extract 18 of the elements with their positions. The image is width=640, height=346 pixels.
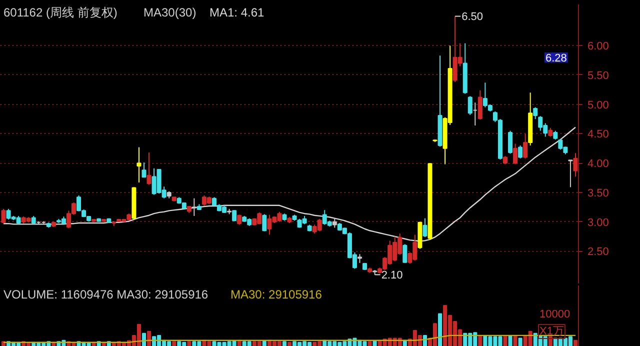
chart-subtitle: MA30(30) — [144, 6, 196, 20]
y-tick-label: 4.50 — [588, 128, 609, 141]
annotation: 6.28 — [546, 52, 567, 64]
y-tick-label: 3.50 — [588, 187, 609, 200]
y-tick-label: 4.00 — [588, 158, 609, 170]
annotation: 10000 — [540, 308, 570, 320]
annotation: 6.50 — [462, 11, 484, 24]
y-tick-label: 3.00 — [588, 216, 609, 229]
y-tick-label: 5.00 — [588, 99, 609, 112]
y-tick-label: 5.50 — [588, 70, 609, 82]
text: MA30: 29105916 — [230, 288, 322, 302]
chart-title: VOLUME: 11609476 MA30: 29105916 — [4, 288, 208, 302]
annotation: 2.10 — [381, 270, 403, 282]
chart-title: 601162 (周线 前复权) — [4, 6, 118, 20]
text: MA1: 4.61 — [210, 6, 265, 20]
annotation: X1万 — [540, 326, 564, 338]
y-tick-label: 6.00 — [588, 40, 609, 53]
y-tick-label: 2.50 — [588, 246, 609, 258]
